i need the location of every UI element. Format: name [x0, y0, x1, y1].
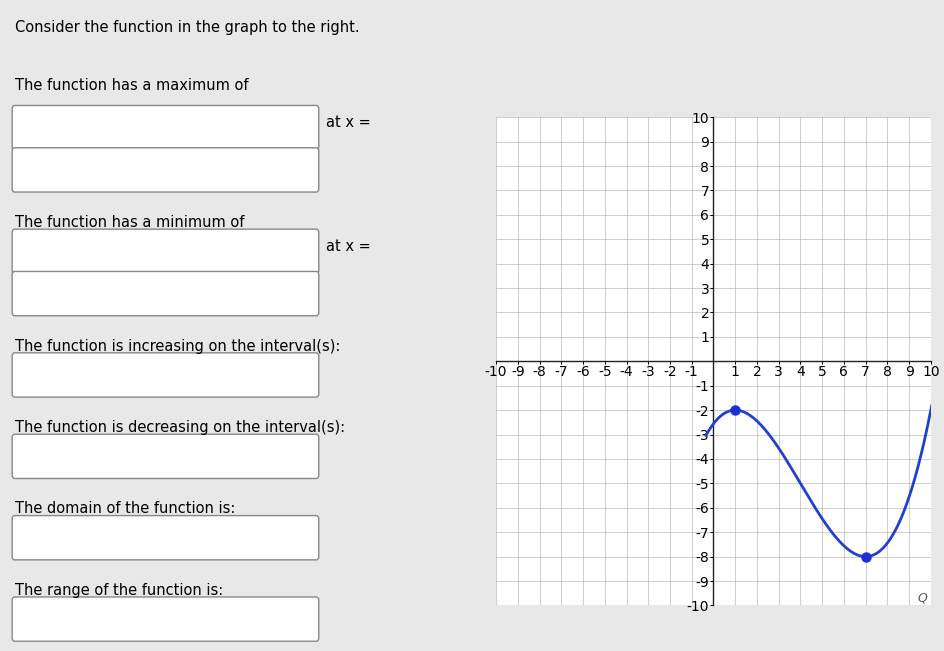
Text: The function is decreasing on the interval(s):: The function is decreasing on the interv…	[14, 420, 345, 435]
FancyBboxPatch shape	[12, 597, 318, 641]
Text: Q: Q	[917, 592, 926, 605]
FancyBboxPatch shape	[12, 229, 318, 273]
Text: The function is increasing on the interval(s):: The function is increasing on the interv…	[14, 339, 340, 353]
Text: The function has a maximum of: The function has a maximum of	[14, 78, 248, 93]
Text: The function has a minimum of: The function has a minimum of	[14, 215, 244, 230]
Text: The domain of the function is:: The domain of the function is:	[14, 501, 235, 516]
Text: The range of the function is:: The range of the function is:	[14, 583, 223, 598]
FancyBboxPatch shape	[12, 105, 318, 150]
Text: Consider the function in the graph to the right.: Consider the function in the graph to th…	[14, 20, 359, 35]
FancyBboxPatch shape	[12, 271, 318, 316]
Text: at x =: at x =	[326, 115, 370, 130]
FancyBboxPatch shape	[12, 148, 318, 192]
Text: at x =: at x =	[326, 239, 370, 254]
FancyBboxPatch shape	[12, 353, 318, 397]
FancyBboxPatch shape	[12, 434, 318, 478]
FancyBboxPatch shape	[12, 516, 318, 560]
